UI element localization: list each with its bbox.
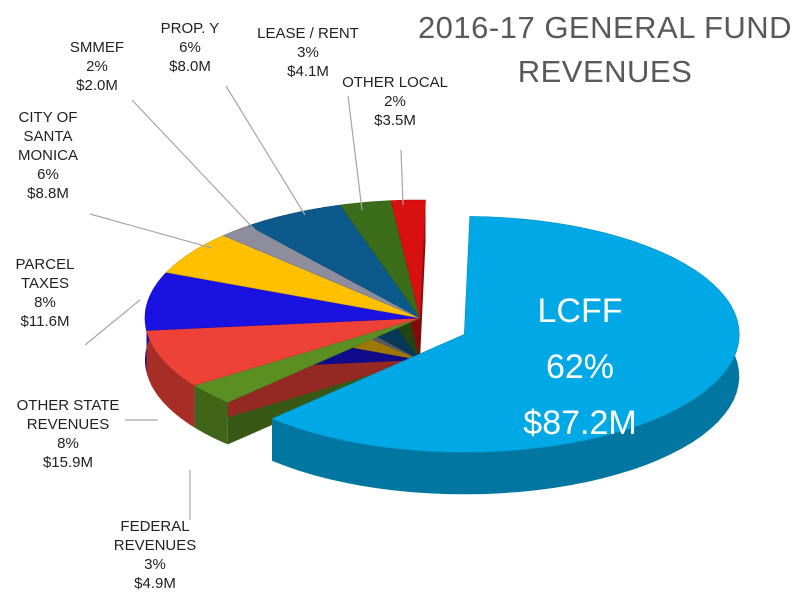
slice-outer-wall bbox=[272, 216, 740, 495]
category-name: LCFF bbox=[537, 292, 623, 330]
leader-line bbox=[400, 149, 404, 206]
amount-label: $87.2M bbox=[523, 404, 637, 442]
slice-label: SMMEF 2% $2.0M bbox=[70, 38, 124, 95]
leader-line bbox=[347, 95, 363, 211]
pie-slice bbox=[339, 200, 421, 319]
amount-label: $2.0M bbox=[76, 77, 118, 94]
leader-line bbox=[89, 213, 213, 249]
category-name: OTHER LOCAL bbox=[342, 74, 448, 91]
slice-label: LEASE / RENT 3% $4.1M bbox=[257, 24, 359, 81]
pie-slice bbox=[165, 235, 421, 319]
leader-line bbox=[131, 99, 256, 231]
leader-line bbox=[84, 299, 141, 346]
slice-label: PROP. Y 6% $8.0M bbox=[161, 19, 220, 76]
percent-label: 8% bbox=[34, 294, 56, 311]
amount-label: $3.5M bbox=[374, 112, 416, 129]
pie-slice bbox=[248, 204, 421, 319]
pie-slice bbox=[193, 317, 421, 403]
pie-slice bbox=[271, 216, 740, 453]
percent-label: 6% bbox=[37, 166, 59, 183]
slice-label: PARCEL TAXES 8% $11.6M bbox=[16, 255, 75, 331]
amount-label: $8.8M bbox=[27, 185, 69, 202]
slice-label: CITY OF SANTA MONICA 6% $8.8M bbox=[18, 108, 78, 203]
slice-label: LCFF 62% $87.2M bbox=[523, 283, 636, 451]
amount-label: $4.9M bbox=[134, 575, 176, 592]
percent-label: 2% bbox=[86, 58, 108, 75]
category-name: PARCEL TAXES bbox=[15, 256, 75, 292]
percent-label: 2% bbox=[384, 93, 406, 110]
pie-slice bbox=[146, 317, 421, 386]
amount-label: $4.1M bbox=[287, 63, 329, 80]
percent-label: 6% bbox=[179, 39, 201, 56]
category-name: CITY OF SANTA MONICA bbox=[18, 109, 78, 164]
category-name: FEDERAL REVENUES bbox=[113, 518, 197, 554]
percent-label: 3% bbox=[144, 556, 166, 573]
slice-label: FEDERAL REVENUES 3% $4.9M bbox=[114, 517, 197, 593]
slice-outer-wall bbox=[194, 385, 228, 445]
category-name: OTHER STATE REVENUES bbox=[16, 397, 120, 433]
amount-label: $8.0M bbox=[169, 58, 211, 75]
chart-title: 2016-17 GENERAL FUND REVENUES bbox=[417, 10, 793, 89]
pie-slice bbox=[390, 199, 426, 319]
pie-slice bbox=[144, 272, 421, 331]
leader-line bbox=[225, 85, 306, 216]
percent-label: 8% bbox=[57, 435, 79, 452]
amount-label: $11.6M bbox=[20, 313, 70, 330]
category-name: LEASE / RENT bbox=[257, 25, 359, 42]
slice-label: OTHER LOCAL 2% $3.5M bbox=[342, 73, 448, 130]
pie-slice bbox=[222, 225, 421, 319]
percent-label: 62% bbox=[545, 348, 615, 386]
percent-label: 3% bbox=[297, 44, 319, 61]
category-name: SMMEF bbox=[69, 39, 125, 56]
category-name: PROP. Y bbox=[160, 20, 220, 37]
amount-label: $15.9M bbox=[42, 454, 94, 471]
slice-label: OTHER STATE REVENUES 8% $15.9M bbox=[17, 396, 120, 472]
